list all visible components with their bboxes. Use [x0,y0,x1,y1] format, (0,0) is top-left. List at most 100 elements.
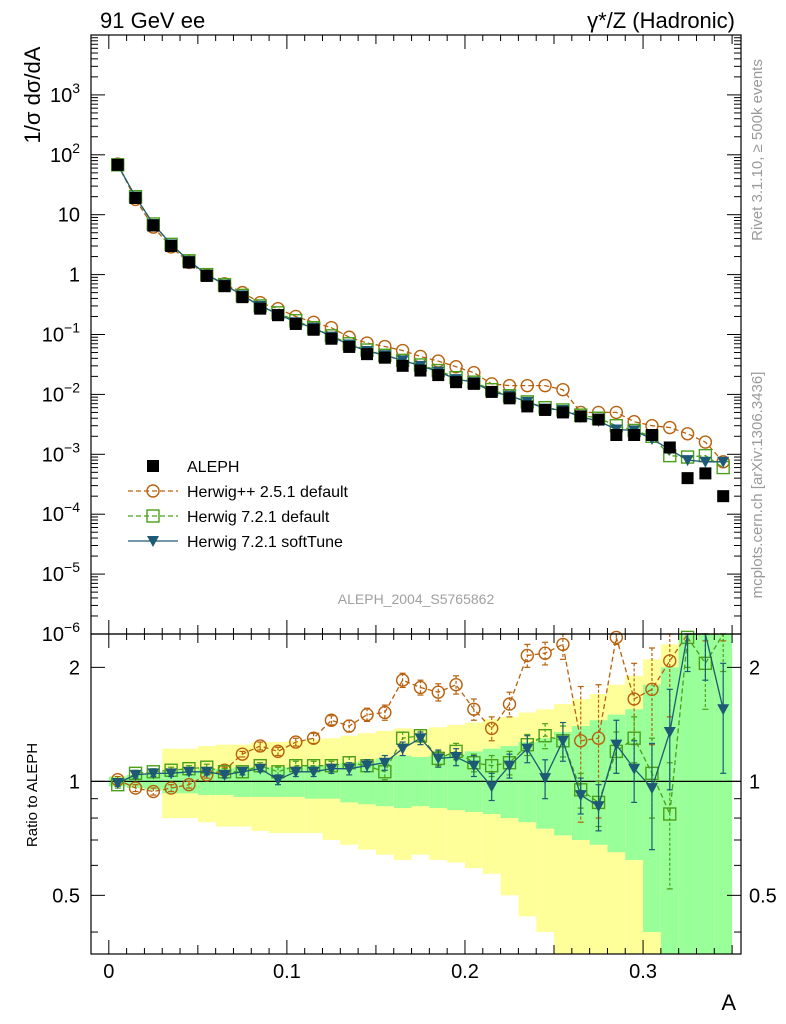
point-data [681,472,694,485]
point-softtune [717,456,730,468]
ratio-point-softtune [129,769,142,781]
ratio-point-herwigpp [378,705,392,720]
band-inner-bin [714,634,733,954]
ratio-point-herwigpp [306,731,321,745]
point-data [450,376,463,389]
series-line-herwig721 [117,164,724,469]
analysis-id: ALEPH_2004_S5765862 [338,591,495,607]
ratio-tick-label-right: 0.5 [749,885,777,907]
point-herwigpp [698,435,713,449]
band-inner-bin [678,634,697,954]
band-inner-bin [340,762,359,803]
point-data [414,364,427,377]
ratio-point-softtune [182,766,195,778]
point-data [574,410,587,423]
legend-label: ALEPH [187,459,239,476]
y-tick-label: 10−4 [42,499,80,526]
ratio-point-herwigpp [253,739,267,753]
ratio-point-softtune [432,753,445,765]
ratio-point-herwigpp [538,646,552,660]
point-herwigpp [449,360,463,374]
ratio-point-softtune [289,766,302,778]
series-line-herwigpp [117,163,724,463]
x-tick-label: 0.1 [273,961,301,983]
legend-label: Herwig 7.2.1 softTune [187,534,343,551]
point-data [663,441,676,454]
ratio-point-herwigpp [146,784,161,799]
ratio-point-softtune [254,763,267,775]
point-herwigpp [663,420,677,435]
point-data [628,428,641,441]
ratio-point-softtune [414,733,427,745]
ratio-point-softtune [325,763,338,775]
point-data [182,256,195,269]
point-data [645,428,658,441]
ratio-point-herwigpp [431,685,445,699]
band-inner-bin [233,767,252,797]
rivet-label: Rivet 3.1.10, ≥ 500k events [749,59,766,241]
ratio-point-softtune [485,781,498,793]
point-data [129,192,142,205]
ratio-point-softtune [147,768,160,780]
point-data [343,340,356,353]
y-tick-label: 10−6 [42,619,80,646]
ratio-point-softtune [361,760,374,772]
x-tick-label: 0.3 [629,961,657,983]
ratio-point-softtune [200,766,213,778]
point-data [503,392,516,405]
point-herwigpp [467,366,481,380]
band-inner-bin [554,732,572,836]
legend-marker [146,509,160,523]
header-left: 91 GeV ee [100,8,205,33]
ratio-point-herwig721 [538,729,552,743]
ratio-point-softtune [521,743,534,755]
ratio-point-softtune [574,790,587,802]
point-data [200,269,213,282]
point-data [147,219,160,232]
ratio-point-herwigpp [520,648,535,663]
ratio-point-softtune [663,727,676,739]
ratio-point-softtune [539,773,552,785]
ratio-point-softtune [717,704,730,716]
ratio-point-softtune [307,766,320,778]
ratio-point-herwigpp [609,630,624,645]
ratio-point-herwigpp [271,744,285,759]
ratio-point-herwigpp [591,731,606,745]
ratio-point-herwigpp [645,682,659,697]
point-data [432,369,445,382]
ratio-point-softtune [645,783,658,795]
ratio-point-softtune [467,760,480,772]
ratio-tick-label-left: 1 [69,771,80,793]
ratio-point-herwigpp [484,721,499,736]
point-data [717,490,730,503]
point-data [307,323,320,336]
point-herwigpp [609,405,624,420]
ratio-point-softtune [111,778,124,790]
band-inner-bin [375,758,394,807]
axes: 0 0.1 0.2 0.3 10−6 10−5 10−4 10−3 10−2 10−1 1 10 102… [42,34,777,983]
ratio-point-softtune [450,751,463,763]
point-data [467,377,480,390]
ratio-y-axis-title: Ratio to ALEPH [24,743,41,847]
point-data [378,351,391,364]
point-data [610,428,623,441]
header-right: γ*/Z (Hadronic) [587,8,735,33]
ratio-point-softtune [592,801,605,813]
ratio-point-herwigpp [467,702,481,716]
ratio-point-herwigpp [342,719,356,733]
band-inner-bin [447,754,465,811]
point-herwigpp [520,378,535,393]
point-data [325,332,338,345]
point-data [556,406,569,419]
point-data [361,348,374,361]
y-tick-label: 10−5 [42,559,80,586]
ratio-point-herwig721 [484,758,499,773]
point-herwigpp [538,378,552,393]
y-tick-label: 102 [50,140,80,167]
band-inner-bin [607,714,626,853]
point-data [485,385,498,398]
ratio-point-softtune [556,735,569,747]
point-data [521,400,534,413]
point-data [254,302,267,315]
